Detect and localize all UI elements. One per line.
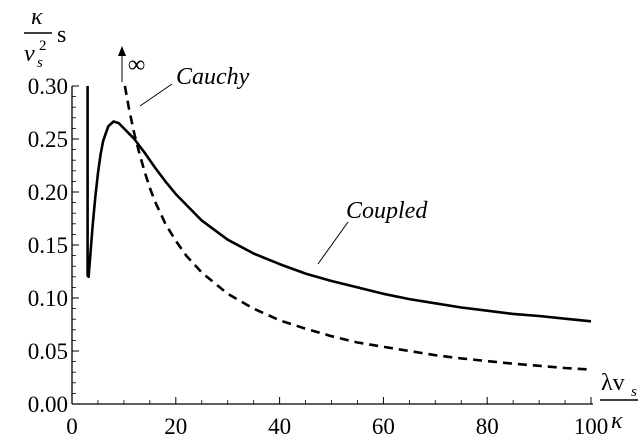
x-tick-label: 80 [476, 414, 499, 439]
infinity-arrowhead [118, 46, 126, 56]
y-label-numerator: κ [31, 4, 43, 30]
x-label-main: λv [601, 370, 625, 396]
infinity-label: ∞ [128, 52, 145, 78]
y-tick-label: 0.25 [28, 127, 68, 152]
y-tick-label: 0.10 [28, 286, 68, 311]
x-tick-label: 60 [372, 414, 395, 439]
series-coupled-line [86, 86, 592, 323]
cauchy-label: Cauchy [176, 64, 250, 90]
x-tick-label: 40 [268, 414, 291, 439]
coupled-leader-line [317, 221, 349, 265]
series-layer [86, 85, 592, 371]
y-label-unit: s [57, 22, 66, 48]
x-axis-label: λv s κ [600, 370, 638, 434]
y-label-denominator-sup: 2 [39, 38, 47, 54]
y-tick-label: 0.00 [28, 392, 68, 417]
x-tick-label: 20 [164, 414, 187, 439]
annotations: ∞ Cauchy Coupled [118, 46, 428, 265]
series-cauchy-line [123, 85, 592, 371]
y-axis-label: κ v s 2 s [24, 4, 66, 71]
ticks: 0 20 40 60 80 100 0.00 0.05 0.10 0.15 0.20 0.25 0.30 [28, 74, 609, 439]
y-label-denominator-sub: s [37, 55, 43, 71]
y-label-denominator-base: v [24, 41, 35, 67]
x-label-denominator: κ [611, 408, 623, 434]
x-label-sub: s [631, 384, 637, 400]
y-tick-label: 0.30 [28, 74, 68, 99]
x-tick-label: 100 [574, 414, 609, 439]
axes [71, 86, 593, 405]
y-tick-label: 0.20 [28, 180, 68, 205]
cauchy-leader-line [139, 83, 173, 107]
y-tick-label: 0.15 [28, 233, 68, 258]
x-tick-label: 0 [66, 414, 78, 439]
y-tick-label: 0.05 [28, 339, 68, 364]
coupled-label: Coupled [346, 198, 428, 224]
